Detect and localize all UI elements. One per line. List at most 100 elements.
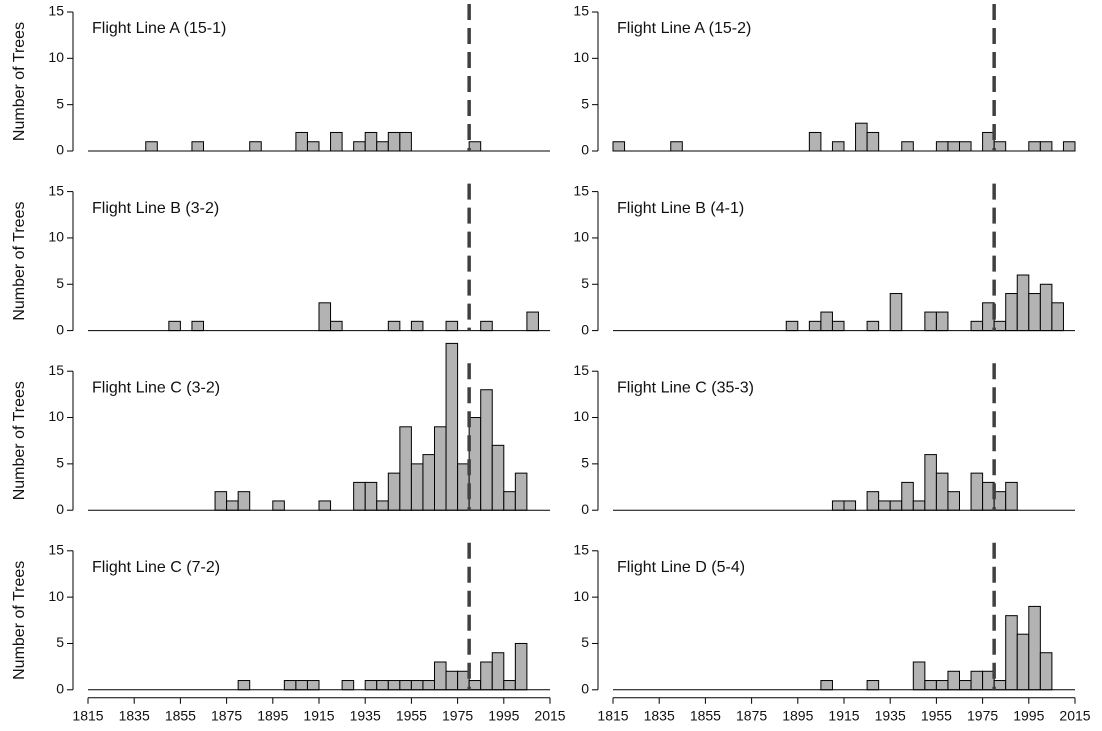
bar — [353, 141, 366, 152]
panel-title: Flight Line D (5-4) — [617, 559, 745, 576]
bar — [330, 320, 343, 332]
y-tick-label: 15 — [573, 542, 589, 558]
bar — [306, 680, 320, 691]
bar — [399, 131, 412, 152]
x-tick-label: 1955 — [396, 708, 427, 724]
x-tick-label: 1915 — [303, 708, 334, 724]
bar — [947, 141, 961, 152]
panel-title: Flight Line A (15-2) — [617, 20, 751, 37]
y-tick-label: 15 — [48, 182, 64, 198]
bar — [935, 141, 949, 152]
bar — [924, 311, 937, 332]
bar — [843, 500, 857, 511]
y-tick-label: 15 — [573, 182, 589, 198]
panel-title: Flight Line B (4-1) — [617, 200, 744, 217]
panel-title: Flight Line A (15-1) — [92, 20, 226, 37]
x-tick-label: 1835 — [119, 708, 150, 724]
x-tick-label: 1895 — [782, 708, 813, 724]
x-tick-label: 1975 — [442, 708, 473, 724]
bar — [410, 463, 424, 511]
y-tick-label: 5 — [581, 455, 589, 471]
x-tick-label: 1815 — [597, 708, 628, 724]
bar — [912, 500, 926, 511]
bar — [353, 481, 366, 511]
bar — [480, 661, 493, 691]
bar — [947, 670, 961, 691]
bar — [514, 642, 528, 691]
bar — [376, 141, 389, 152]
bar — [191, 141, 204, 152]
bar — [866, 491, 880, 511]
y-axis-label: Number of Trees — [11, 22, 28, 141]
bar — [785, 320, 799, 332]
y-tick-label: 0 — [581, 321, 589, 337]
bar — [434, 661, 447, 691]
x-tick-label: 1815 — [72, 708, 103, 724]
bar — [935, 472, 949, 511]
bar — [526, 311, 539, 332]
bar — [376, 680, 389, 691]
y-tick-label: 10 — [48, 229, 64, 245]
bar — [445, 670, 459, 691]
bar — [503, 491, 516, 511]
y-tick-label: 0 — [581, 681, 589, 697]
bar — [970, 670, 984, 691]
bar — [935, 311, 949, 332]
bar — [1005, 481, 1018, 511]
y-tick-label: 10 — [573, 229, 589, 245]
bar — [947, 491, 961, 511]
bar — [855, 122, 868, 152]
bar — [283, 680, 297, 691]
y-tick-label: 5 — [56, 455, 64, 471]
bar — [318, 302, 332, 332]
bar — [295, 131, 308, 152]
bar — [831, 141, 845, 152]
y-tick-label: 10 — [573, 588, 589, 604]
y-tick-label: 5 — [581, 95, 589, 111]
y-axis-label: Number of Trees — [11, 202, 28, 321]
bar — [364, 131, 378, 152]
bar — [145, 141, 158, 152]
bar — [820, 311, 833, 332]
y-tick-label: 5 — [581, 275, 589, 291]
bar — [341, 680, 355, 691]
panel-title: Flight Line C (7-2) — [92, 559, 220, 576]
bar — [399, 426, 412, 511]
bar — [318, 500, 332, 511]
bar — [514, 472, 528, 511]
bar — [670, 141, 683, 152]
bar — [364, 680, 378, 691]
bar — [866, 320, 880, 332]
bar — [1016, 633, 1030, 691]
y-axis-label: Number of Trees — [11, 381, 28, 500]
bar — [306, 141, 320, 152]
y-tick-label: 0 — [56, 501, 64, 517]
bar — [491, 652, 505, 691]
bar — [866, 131, 880, 152]
y-tick-label: 5 — [56, 634, 64, 650]
bar — [191, 320, 204, 332]
y-tick-label: 5 — [56, 275, 64, 291]
bar — [237, 491, 251, 511]
x-tick-label: 1935 — [350, 708, 381, 724]
bar — [1028, 605, 1041, 691]
bar — [1028, 293, 1041, 332]
panel-title: Flight Line C (3-2) — [92, 379, 220, 396]
bar — [970, 472, 984, 511]
y-tick-label: 0 — [56, 321, 64, 337]
bar — [820, 680, 833, 691]
y-tick-label: 10 — [48, 408, 64, 424]
bar — [445, 320, 459, 332]
y-tick-label: 10 — [573, 49, 589, 65]
bar — [387, 131, 401, 152]
panel-title: Flight Line C (35-3) — [617, 379, 754, 396]
bar — [959, 141, 972, 152]
x-tick-label: 1855 — [165, 708, 196, 724]
bar — [399, 680, 412, 691]
bar — [1016, 274, 1030, 332]
y-tick-label: 15 — [48, 542, 64, 558]
x-tick-label: 1935 — [875, 708, 906, 724]
bar — [480, 320, 493, 332]
